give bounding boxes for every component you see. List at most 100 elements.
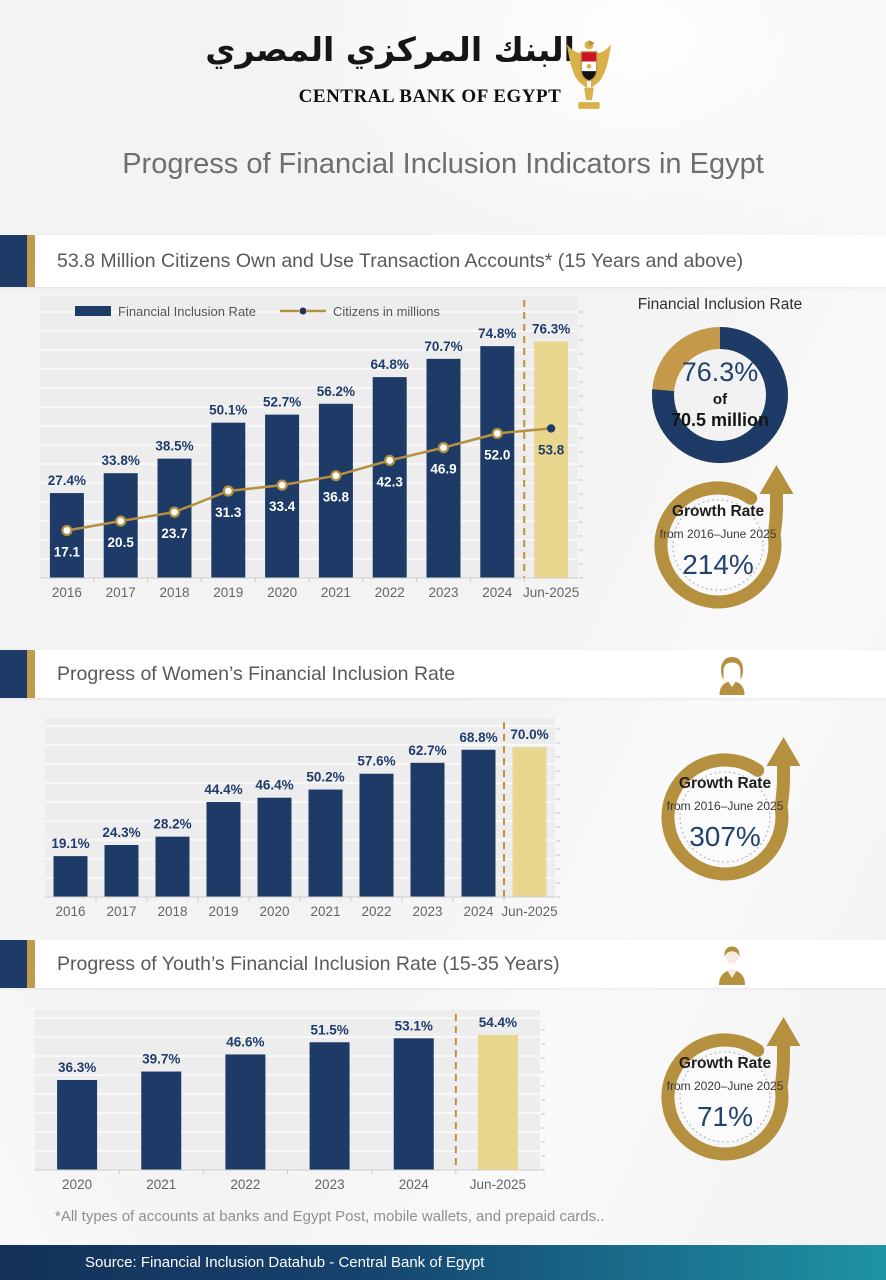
growth-range: from 2016–June 2025	[666, 799, 784, 813]
svg-text:19.1%: 19.1%	[51, 836, 89, 851]
section-title-accounts: 53.8 Million Citizens Own and Use Transa…	[57, 249, 744, 272]
growth-value: 71%	[696, 1101, 754, 1132]
svg-text:Jun-2025: Jun-2025	[470, 1177, 526, 1192]
svg-text:33.4: 33.4	[269, 499, 296, 514]
svg-text:2016: 2016	[55, 904, 85, 919]
svg-text:52.0: 52.0	[484, 447, 510, 462]
donut-title: Financial Inclusion Rate	[637, 296, 803, 313]
svg-text:2024: 2024	[463, 904, 494, 919]
svg-text:2022: 2022	[230, 1177, 260, 1192]
growth-panel-youth: Growth Rate from 2020–June 2025 71%	[650, 1055, 800, 1133]
growth-panel-accounts: Growth Rate from 2016–June 2025 214%	[643, 503, 793, 581]
svg-text:74.8%: 74.8%	[478, 326, 516, 341]
growth-arrow-women-icon	[661, 737, 801, 881]
section-title-youth: Progress of Youth’s Financial Inclusion …	[57, 952, 560, 975]
growth-arrow-youth-icon	[661, 1017, 801, 1161]
band-accent-gold	[27, 940, 35, 988]
svg-text:2018: 2018	[157, 904, 187, 919]
band-accent-navy	[0, 940, 27, 988]
svg-text:38.5%: 38.5%	[155, 439, 193, 454]
svg-text:2016: 2016	[52, 585, 82, 600]
svg-text:39.7%: 39.7%	[142, 1052, 180, 1067]
svg-text:52.7%: 52.7%	[263, 395, 301, 410]
youth-chart: 36.3% 2020 39.7% 2021 46.6% 2022 51.5% 2023 53.1…	[35, 1010, 545, 1192]
svg-text:68.8%: 68.8%	[459, 730, 497, 745]
svg-text:33.8%: 33.8%	[102, 453, 140, 468]
cbe-logo-arabic: البنك المركزي المصري	[205, 30, 575, 69]
section-title-women: Progress of Women’s Financial Inclusion …	[57, 662, 456, 685]
svg-text:27.4%: 27.4%	[48, 473, 86, 488]
svg-text:2020: 2020	[267, 585, 297, 600]
band-accent-gold	[27, 650, 35, 698]
svg-text:23.7: 23.7	[161, 526, 187, 541]
growth-arrow-accounts-icon	[654, 465, 794, 609]
page-title: Progress of Financial Inclusion Indicato…	[122, 148, 764, 180]
svg-text:46.6%: 46.6%	[226, 1034, 264, 1049]
svg-text:2019: 2019	[213, 585, 243, 600]
growth-range: from 2016–June 2025	[659, 527, 777, 541]
growth-label: Growth Rate	[671, 503, 765, 520]
growth-label: Growth Rate	[678, 775, 772, 792]
growth-label: Growth Rate	[678, 1055, 772, 1072]
svg-text:2021: 2021	[321, 585, 351, 600]
svg-text:62.7%: 62.7%	[408, 743, 446, 758]
svg-text:2024: 2024	[482, 585, 513, 600]
svg-text:28.2%: 28.2%	[153, 817, 191, 832]
svg-text:2023: 2023	[315, 1177, 345, 1192]
svg-text:2018: 2018	[159, 585, 189, 600]
svg-text:36.8: 36.8	[323, 490, 350, 505]
svg-text:64.8%: 64.8%	[371, 357, 409, 372]
source-text: Source: Financial Inclusion Datahub - Ce…	[85, 1254, 485, 1271]
svg-text:46.4%: 46.4%	[255, 778, 293, 793]
donut-of-label: of	[712, 391, 728, 409]
svg-text:2024: 2024	[399, 1177, 430, 1192]
growth-panel-women: Growth Rate from 2016–June 2025 307%	[650, 775, 800, 853]
woman-icon	[719, 657, 745, 695]
svg-text:Jun-2025: Jun-2025	[501, 904, 557, 919]
svg-text:31.3: 31.3	[215, 505, 242, 520]
svg-text:51.5%: 51.5%	[310, 1022, 348, 1037]
svg-text:44.4%: 44.4%	[204, 782, 242, 797]
svg-text:2021: 2021	[146, 1177, 176, 1192]
svg-text:24.3%: 24.3%	[102, 825, 140, 840]
svg-text:56.2%: 56.2%	[317, 384, 355, 399]
growth-value: 214%	[682, 549, 754, 580]
svg-text:17.1: 17.1	[54, 544, 81, 559]
svg-text:54.4%: 54.4%	[479, 1015, 517, 1030]
svg-text:2023: 2023	[428, 585, 458, 600]
donut-center-text: 76.3% of 70.5 million	[650, 357, 790, 431]
svg-text:70.7%: 70.7%	[424, 339, 462, 354]
svg-text:57.6%: 57.6%	[357, 754, 395, 769]
svg-text:2017: 2017	[106, 904, 136, 919]
egypt-eagle-emblem-icon	[566, 40, 612, 109]
svg-text:Financial Inclusion Rate: Financial Inclusion Rate	[118, 304, 256, 319]
band-accent-navy	[0, 235, 27, 287]
svg-text:2020: 2020	[259, 904, 289, 919]
svg-text:2022: 2022	[361, 904, 391, 919]
section-band-accounts: 53.8 Million Citizens Own and Use Transa…	[0, 235, 886, 287]
band-accent-navy	[0, 650, 27, 698]
young-man-icon	[719, 946, 745, 985]
svg-text:2020: 2020	[62, 1177, 92, 1192]
accounts-chart: 27.4% 2016 33.8% 2017 38.5% 2018 50.1% 2019 52.7…	[40, 296, 583, 600]
svg-text:70.0%: 70.0%	[510, 727, 548, 742]
section-band-youth: Progress of Youth’s Financial Inclusion …	[0, 940, 886, 988]
svg-text:76.3%: 76.3%	[532, 321, 570, 336]
svg-text:2019: 2019	[208, 904, 238, 919]
svg-text:46.9: 46.9	[430, 462, 456, 477]
svg-text:53.8: 53.8	[538, 442, 565, 457]
svg-text:2017: 2017	[106, 585, 136, 600]
donut-percent: 76.3%	[681, 357, 759, 387]
women-chart: 19.1% 2016 24.3% 2017 28.2% 2018 44.4% 2019 46.4…	[45, 718, 560, 919]
donut-total: 70.5 million	[670, 410, 770, 431]
svg-text:42.3: 42.3	[377, 474, 404, 489]
cbe-logo-english: CENTRAL BANK OF EGYPT	[298, 86, 562, 107]
svg-text:2023: 2023	[412, 904, 442, 919]
svg-text:20.5: 20.5	[108, 535, 135, 550]
growth-range: from 2020–June 2025	[666, 1079, 784, 1093]
svg-text:36.3%: 36.3%	[58, 1060, 96, 1075]
source-bar: Source: Financial Inclusion Datahub - Ce…	[0, 1245, 886, 1280]
svg-text:Jun-2025: Jun-2025	[523, 585, 579, 600]
svg-text:53.1%: 53.1%	[395, 1018, 433, 1033]
section-band-women: Progress of Women’s Financial Inclusion …	[0, 650, 886, 698]
